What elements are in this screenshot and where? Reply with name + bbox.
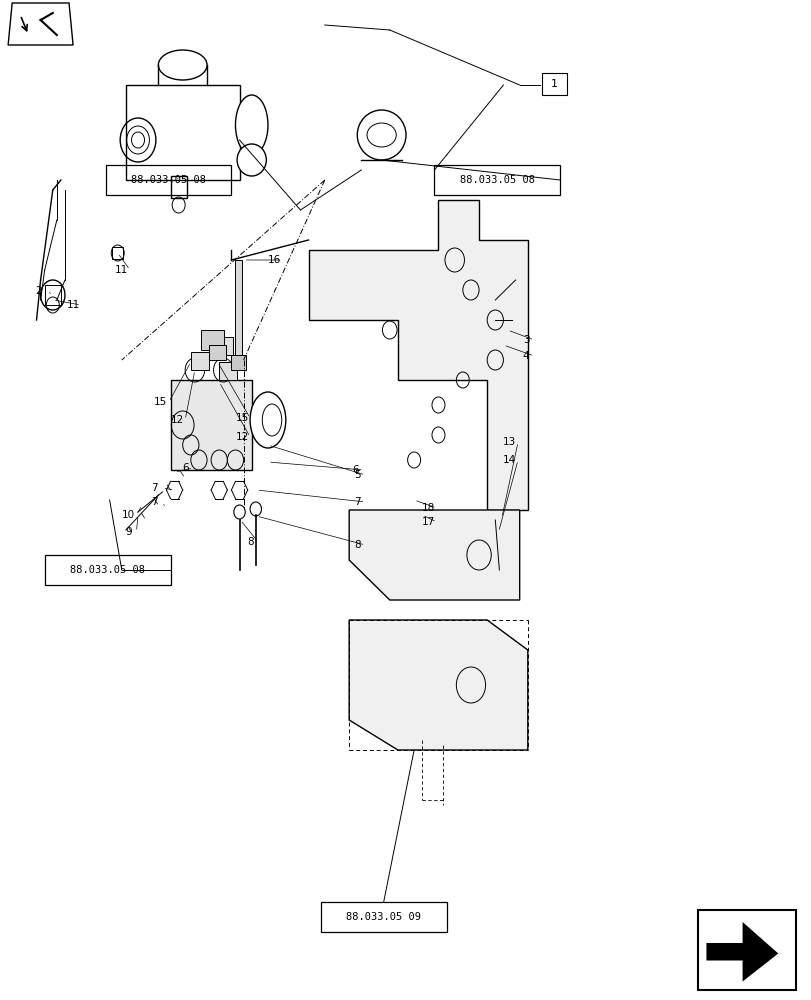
Text: 8: 8: [354, 540, 360, 550]
Text: 15: 15: [235, 413, 248, 423]
Text: 13: 13: [503, 437, 516, 447]
Text: 6: 6: [182, 463, 188, 473]
Text: 16: 16: [268, 255, 281, 265]
Text: 9: 9: [125, 527, 131, 537]
Text: 7: 7: [151, 483, 157, 493]
Bar: [434, 165, 560, 195]
Polygon shape: [349, 620, 527, 750]
Bar: [702, 915, 791, 985]
Polygon shape: [8, 3, 73, 45]
Bar: [126, 85, 239, 180]
Ellipse shape: [237, 144, 266, 176]
Bar: [542, 73, 566, 95]
Text: 88.033.05 08: 88.033.05 08: [459, 175, 534, 185]
Text: 4: 4: [522, 351, 529, 361]
Text: 12: 12: [170, 415, 183, 425]
Text: 5: 5: [354, 470, 360, 480]
Bar: [201, 330, 224, 350]
Text: 17: 17: [422, 517, 435, 527]
Ellipse shape: [158, 50, 207, 80]
Text: 1: 1: [551, 79, 557, 89]
Bar: [235, 260, 242, 360]
Bar: [209, 345, 225, 360]
Polygon shape: [308, 200, 527, 510]
Bar: [191, 352, 208, 370]
Text: 7: 7: [354, 497, 360, 507]
Bar: [170, 380, 251, 470]
Polygon shape: [349, 510, 519, 600]
Bar: [105, 165, 231, 195]
Text: 14: 14: [503, 455, 516, 465]
Bar: [231, 355, 246, 370]
Bar: [170, 176, 187, 198]
Text: 6: 6: [352, 465, 358, 475]
Bar: [45, 555, 170, 585]
Bar: [45, 285, 61, 305]
Text: 10: 10: [122, 510, 135, 520]
Bar: [320, 902, 446, 932]
Text: 11: 11: [115, 265, 128, 275]
Bar: [112, 247, 123, 259]
Text: 88.033.05 08: 88.033.05 08: [70, 565, 145, 575]
Text: 8: 8: [247, 537, 253, 547]
Polygon shape: [706, 922, 777, 982]
Text: 2: 2: [36, 286, 42, 296]
Ellipse shape: [367, 123, 396, 147]
Ellipse shape: [262, 404, 281, 436]
Text: 15: 15: [154, 397, 167, 407]
Text: 18: 18: [422, 503, 435, 513]
Text: 88.033.05 08: 88.033.05 08: [131, 175, 206, 185]
Text: 11: 11: [67, 300, 79, 310]
Ellipse shape: [357, 110, 406, 160]
Ellipse shape: [235, 95, 268, 155]
Text: 3: 3: [522, 335, 529, 345]
Text: 7: 7: [151, 497, 157, 507]
Text: 12: 12: [235, 432, 248, 442]
Text: 88.033.05 09: 88.033.05 09: [345, 912, 421, 922]
Bar: [219, 362, 237, 380]
Bar: [215, 337, 233, 355]
Bar: [697, 910, 795, 990]
Ellipse shape: [250, 392, 285, 448]
